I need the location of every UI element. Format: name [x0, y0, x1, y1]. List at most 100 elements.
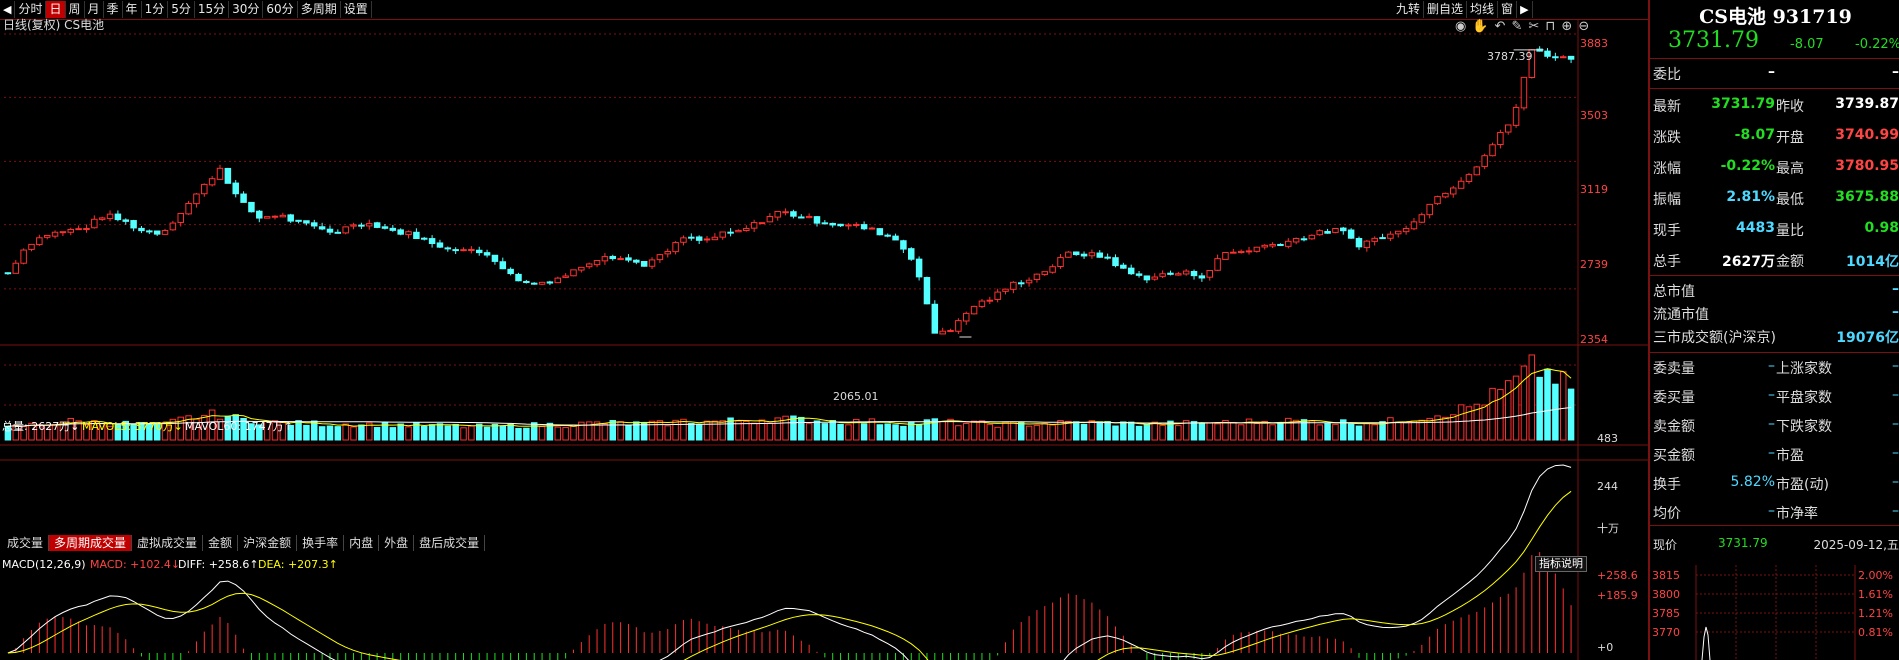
- stat-value: –: [1768, 416, 1775, 432]
- stat-value: –: [1892, 445, 1899, 461]
- candle-up: [939, 330, 946, 335]
- macd-axis-tick: +185.9: [1597, 589, 1638, 602]
- eye-icon[interactable]: ◉: [1455, 19, 1473, 34]
- price-axis-tick: 2739: [1580, 258, 1608, 271]
- macd-dea-line: [7, 490, 1572, 660]
- volume-axis-tick: 244: [1597, 480, 1618, 493]
- period-tab[interactable]: 15分: [195, 1, 230, 18]
- period-tab[interactable]: 1分: [142, 1, 169, 18]
- candle-up: [970, 305, 978, 315]
- candle-down: [358, 224, 365, 227]
- kline-chart-svg[interactable]: [0, 20, 1648, 660]
- market-row: 三市成交额(沪深京) 19076亿: [1650, 327, 1899, 349]
- candle-down: [876, 228, 884, 236]
- price-axis-tick: 2354: [1580, 333, 1608, 346]
- volume-bar: [821, 423, 829, 441]
- candle-down: [326, 228, 334, 233]
- quote-row: 现手 4483 量比 0.98: [1650, 220, 1899, 246]
- chart-tool-icons[interactable]: ◉✋↶✎✂⊓⊕⊖: [1455, 20, 1595, 34]
- period-tab[interactable]: 季: [104, 1, 123, 18]
- volume-tab[interactable]: 多周期成交量: [49, 535, 133, 551]
- high-marker-label: 3787.39: [1487, 50, 1533, 63]
- lock-icon[interactable]: ⊓: [1545, 19, 1562, 34]
- undo-icon[interactable]: ↶: [1494, 19, 1512, 34]
- volume-tab[interactable]: 换手率: [297, 535, 345, 551]
- candle-down: [1072, 251, 1080, 256]
- toolbar-right-item[interactable]: 删自选: [1424, 1, 1468, 18]
- macd-legend-macd: MACD: +102.4↓: [90, 558, 181, 571]
- candle-up: [845, 224, 852, 227]
- volume-bar: [853, 418, 860, 441]
- candle-up: [656, 254, 664, 261]
- candle-up: [1512, 106, 1520, 126]
- next-arrow-icon[interactable]: ▶: [1517, 1, 1533, 18]
- volume-tab[interactable]: 虚拟成交量: [132, 535, 204, 551]
- volume-tab[interactable]: 外盘: [379, 535, 415, 551]
- intraday-mini-svg: [1695, 565, 1856, 660]
- candle-up: [342, 226, 349, 234]
- volume-bar: [1222, 419, 1229, 441]
- volume-bar: [1371, 424, 1378, 441]
- period-tab[interactable]: 多周期: [298, 1, 341, 18]
- volume-bar: [444, 425, 452, 441]
- volume-bar: [1442, 416, 1449, 441]
- hand-icon[interactable]: ✋: [1472, 19, 1495, 34]
- volume-bar: [1104, 421, 1111, 441]
- volume-bar: [59, 421, 67, 441]
- indicator-help-button[interactable]: 指标说明: [1535, 556, 1587, 572]
- period-tab[interactable]: 5分: [168, 1, 195, 18]
- stat-key: 市盈(动): [1776, 477, 1829, 493]
- prev-arrow-icon[interactable]: ◀: [0, 1, 16, 18]
- price-change-pct: -0.22%: [1855, 37, 1899, 52]
- volume-tab[interactable]: 沪深金额: [238, 535, 298, 551]
- volume-bar: [1292, 419, 1300, 441]
- volume-tab[interactable]: 内盘: [344, 535, 380, 551]
- market-key: 三市成交额(沪深京): [1653, 330, 1776, 346]
- toolbar-right-item[interactable]: 均线: [1467, 1, 1499, 18]
- candle-up: [1395, 230, 1402, 235]
- candle-up: [750, 222, 758, 229]
- volume-bar: [609, 419, 617, 441]
- trade-date: 2025-09-12,五: [1813, 538, 1899, 552]
- volume-bar: [1395, 421, 1402, 441]
- period-tab[interactable]: 月: [85, 1, 104, 18]
- scissors-icon[interactable]: ✂: [1528, 19, 1546, 34]
- intraday-mini-chart[interactable]: 3815 2.00% 3800 1.61% 3785 1.21% 3770 0.81%: [1650, 565, 1899, 660]
- period-tab[interactable]: 分时: [15, 1, 47, 18]
- volume-bar: [1041, 423, 1049, 441]
- zoom-out-icon[interactable]: ⊖: [1578, 19, 1596, 34]
- volume-bar: [342, 423, 349, 441]
- candle-down: [829, 222, 836, 226]
- volume-bar: [947, 418, 954, 441]
- volume-bar: [1049, 424, 1056, 441]
- chart-area[interactable]: 日线(复权) CS电池 3883 3503 3119 2739 2354 378…: [0, 18, 1648, 660]
- period-tab[interactable]: 日: [46, 1, 66, 18]
- volume-bar: [303, 424, 310, 441]
- stat-row: 委卖量 – 上涨家数 –: [1650, 358, 1899, 384]
- volume-bar: [1167, 420, 1174, 441]
- volume-tab[interactable]: 成交量: [2, 535, 50, 551]
- candle-up: [1473, 166, 1481, 176]
- pen-icon[interactable]: ✎: [1511, 19, 1529, 34]
- volume-tab[interactable]: 金额: [203, 535, 239, 551]
- volume-bar: [962, 422, 970, 441]
- volume-tab[interactable]: 盘后成交量: [414, 535, 486, 551]
- volume-bar: [766, 422, 774, 441]
- period-tab[interactable]: 年: [123, 1, 142, 18]
- period-tab[interactable]: 30分: [229, 1, 264, 18]
- toolbar-right-item[interactable]: 窗: [1498, 1, 1518, 18]
- period-tab[interactable]: 60分: [263, 1, 298, 18]
- stat-key: 均价: [1653, 506, 1681, 522]
- market-row: 总市值 –: [1650, 281, 1899, 303]
- volume-bar: [1120, 421, 1127, 441]
- zoom-in-icon[interactable]: ⊕: [1561, 19, 1579, 34]
- quote-key: 总手: [1653, 254, 1681, 270]
- candle-down: [153, 230, 161, 235]
- toolbar-right-item[interactable]: 九转: [1393, 1, 1425, 18]
- period-tab[interactable]: 设置: [341, 1, 372, 18]
- candle-down: [138, 227, 145, 232]
- candle-down: [1544, 50, 1551, 57]
- volume-bar: [146, 423, 153, 441]
- candle-up: [1041, 271, 1049, 275]
- period-tab[interactable]: 周: [66, 1, 85, 18]
